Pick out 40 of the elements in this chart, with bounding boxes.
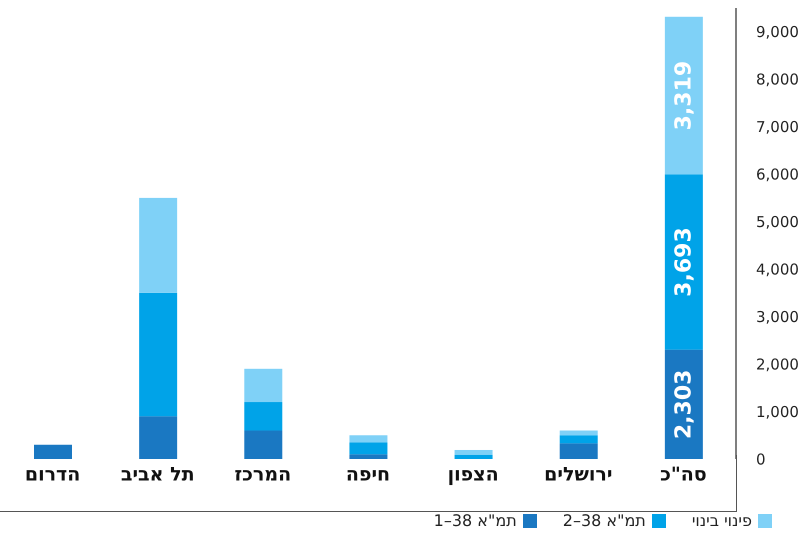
y-tick-label: 4,000 — [756, 260, 799, 278]
bar — [349, 435, 388, 442]
x-tick-label: חיפה — [346, 463, 390, 486]
y-tick-label: 7,000 — [756, 118, 799, 136]
bar — [664, 174, 703, 350]
bar — [349, 442, 388, 454]
legend-label: תמ"א 38–1 — [434, 511, 517, 530]
bar — [454, 454, 493, 459]
y-tick-label: 8,000 — [756, 70, 799, 89]
x-tick-label: סה"כ — [660, 463, 707, 486]
bar — [560, 443, 598, 459]
bar — [244, 402, 282, 431]
bar — [244, 430, 282, 459]
y-tick-label: 3,000 — [756, 308, 799, 326]
bar — [139, 198, 178, 293]
y-tick-label: 1,000 — [756, 402, 799, 421]
data-label: 3,693 — [671, 227, 696, 297]
y-tick-label: 9,000 — [756, 23, 799, 42]
x-tick-label: תל אביב — [120, 463, 195, 486]
x-tick-label: המרכז — [234, 463, 292, 486]
x-tick-label: הדרום — [24, 463, 80, 486]
bar — [139, 416, 178, 459]
x-tick-label: ירושלים — [544, 463, 612, 486]
legend-label: פינוי בינוי — [692, 511, 752, 530]
x-tick-label: הצפון — [448, 463, 499, 486]
bar — [349, 454, 388, 459]
bar — [139, 292, 178, 416]
y-tick-label: 5,000 — [756, 212, 799, 231]
bar — [664, 16, 703, 174]
bar — [560, 435, 598, 444]
data-label: 2,303 — [671, 370, 696, 440]
bar — [560, 430, 598, 436]
legend-label: תמ"א 38–2 — [562, 511, 646, 530]
bar — [454, 450, 493, 455]
y-tick-label: 0 — [756, 450, 766, 468]
y-tick-label: 6,000 — [756, 165, 799, 184]
bar — [34, 444, 72, 459]
y-tick-label: 2,000 — [756, 355, 799, 374]
bar — [244, 368, 282, 402]
data-label: 3,319 — [671, 60, 696, 130]
